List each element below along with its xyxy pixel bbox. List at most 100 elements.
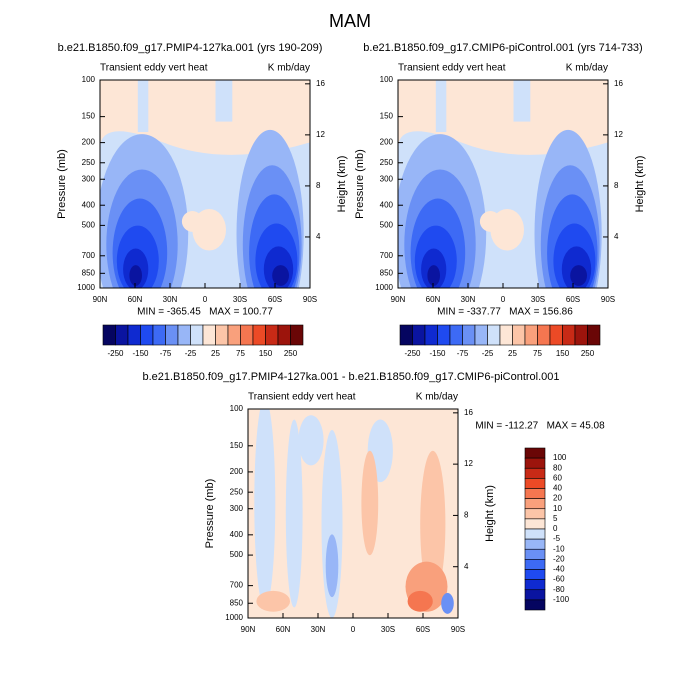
colorbar-label: -40 — [553, 565, 565, 574]
colorbar-label: 80 — [553, 463, 562, 472]
colorbar-box — [524, 488, 546, 499]
colorbar-label: 10 — [553, 504, 562, 513]
colorbar-box — [587, 324, 601, 346]
colorbar-label: -250 — [107, 349, 124, 358]
stats: MIN = -365.45 MAX = 100.77 — [137, 307, 273, 318]
colorbar-box — [102, 324, 116, 346]
contour-fill — [435, 80, 447, 132]
y-axis-label: Pressure (mb) — [56, 149, 68, 219]
y-tick-label: 400 — [380, 200, 394, 209]
x-tick-label: 90N — [93, 295, 108, 304]
colorbar-label: -20 — [553, 554, 565, 563]
colorbar-box — [524, 324, 538, 346]
colorbar-box — [127, 324, 141, 346]
contour-fill — [441, 592, 454, 614]
colorbar-label: 20 — [553, 494, 562, 503]
colorbar-box — [524, 467, 546, 479]
y-tick-label: 200 — [82, 138, 96, 147]
y-tick-label: 700 — [380, 251, 394, 260]
contour-field — [100, 80, 310, 288]
x-tick-label: 60N — [128, 295, 143, 304]
x-tick-label: 30N — [311, 625, 326, 634]
colorbar-box — [177, 324, 191, 346]
colorbar-label: 100 — [553, 453, 567, 462]
colorbar-box — [165, 324, 179, 346]
colorbar-box — [412, 324, 426, 346]
y2-tick-label: 4 — [614, 232, 619, 241]
contour-fill — [398, 80, 608, 155]
colorbar-box — [524, 528, 546, 540]
y-tick-label: 500 — [380, 220, 394, 229]
contour-fill — [285, 419, 303, 608]
x-tick-label: 0 — [203, 295, 208, 304]
y-axis-label: Pressure (mb) — [354, 149, 366, 219]
colorbar-label: -10 — [553, 544, 565, 553]
colorbar-box — [399, 324, 413, 346]
contour-field — [248, 409, 458, 618]
colorbar-label: 150 — [259, 349, 273, 358]
colorbar-box — [524, 559, 546, 570]
x-tick-label: 60S — [416, 625, 430, 634]
colorbar-box — [524, 538, 546, 550]
x-tick-label: 30S — [233, 295, 247, 304]
x-tick-label: 90N — [391, 295, 406, 304]
y-tick-label: 500 — [230, 550, 244, 559]
y2-tick-label: 4 — [464, 562, 469, 571]
contour-fill — [407, 590, 433, 612]
x-tick-label: 30S — [531, 295, 545, 304]
colorbar-box — [487, 324, 501, 346]
y-tick-label: 700 — [82, 251, 96, 260]
colorbar-label: 40 — [553, 484, 562, 493]
colorbar-box — [524, 548, 546, 560]
colorbar-label: 5 — [553, 514, 558, 523]
panel-units: K mb/day — [268, 63, 310, 74]
y-tick-label: 100 — [380, 75, 394, 84]
colorbar-label: 250 — [581, 349, 595, 358]
contour-fill — [137, 80, 149, 132]
y-tick-label: 250 — [230, 487, 244, 496]
contour-fill — [420, 450, 446, 598]
colorbar-label: 150 — [556, 349, 570, 358]
y-tick-label: 100 — [82, 75, 96, 84]
colorbar-label: 25 — [508, 349, 517, 358]
y-tick-label: 850 — [230, 598, 244, 607]
colorbar-box — [524, 579, 546, 591]
stats: MIN = -112.27 MAX = 45.08 — [475, 421, 605, 432]
y2-tick-label: 8 — [316, 181, 321, 190]
colorbar-label: -80 — [553, 585, 565, 594]
y2-axis-label: Height (km) — [336, 156, 348, 213]
y2-tick-label: 16 — [614, 79, 623, 88]
colorbar-box — [524, 478, 546, 489]
y-tick-label: 150 — [230, 441, 244, 450]
colorbar-box — [424, 324, 438, 346]
y-tick-label: 400 — [230, 530, 244, 539]
colorbar-box — [512, 324, 526, 346]
stats: MIN = -337.77 MAX = 156.86 — [437, 307, 573, 318]
colorbar-label: 0 — [553, 524, 558, 533]
y-tick-label: 300 — [230, 504, 244, 513]
colorbar-box — [524, 599, 546, 611]
colorbar-box — [437, 324, 451, 346]
panel-title: b.e21.B1850.f09_g17.PMIP4-127ka.001 - b.… — [142, 371, 559, 383]
panel-subtitle: Transient eddy vert heat — [248, 392, 356, 403]
y-tick-label: 150 — [82, 112, 96, 121]
y2-axis-label: Height (km) — [484, 485, 496, 542]
y-tick-label: 850 — [82, 268, 96, 277]
contour-fill — [479, 211, 501, 232]
panel-subtitle: Transient eddy vert heat — [100, 63, 208, 74]
colorbar-label: 75 — [533, 349, 542, 358]
x-tick-label: 90N — [241, 625, 256, 634]
colorbar-box — [524, 569, 546, 580]
y-tick-label: 1000 — [375, 283, 393, 292]
colorbar-label: 75 — [236, 349, 245, 358]
contour-fill — [427, 265, 441, 286]
colorbar-box — [215, 324, 229, 346]
contour-fill — [100, 80, 310, 155]
y2-tick-label: 8 — [614, 181, 619, 190]
colorbar-box — [462, 324, 476, 346]
y-tick-label: 200 — [230, 467, 244, 476]
colorbar-box — [449, 324, 463, 346]
colorbar-box — [499, 324, 513, 346]
colorbar-box — [140, 324, 154, 346]
